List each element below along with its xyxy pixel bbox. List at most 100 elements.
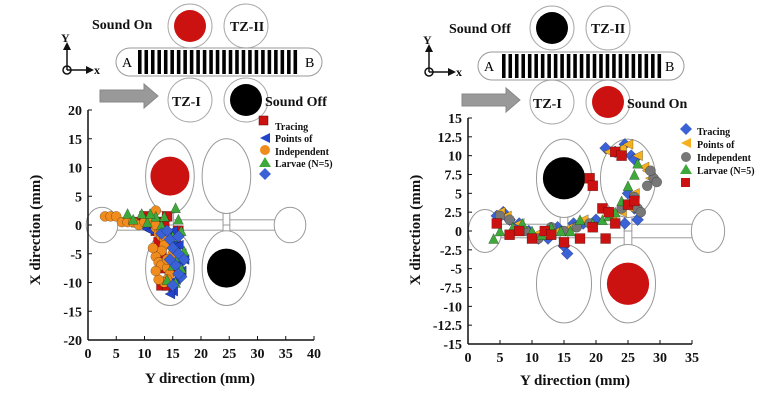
left-legend-line-2: Points of xyxy=(275,134,313,145)
x-tick-label: 15 xyxy=(166,347,180,362)
data-point-square xyxy=(587,221,599,233)
data-point-square xyxy=(526,233,538,244)
y-tick-label: 0 xyxy=(75,219,82,234)
data-point-square xyxy=(545,229,557,241)
y-tick-label: 5 xyxy=(75,190,82,205)
x-tick-label: 20 xyxy=(589,351,603,366)
left-direction-arrow xyxy=(99,82,159,110)
data-point-circle xyxy=(651,176,663,188)
right-legend-line-3: Independent xyxy=(697,153,752,164)
data-point-square xyxy=(574,233,586,244)
right-direction-arrow xyxy=(461,86,521,114)
stripe-bar xyxy=(651,54,655,78)
left-scatter-plot: 0 5 10 15 20 25 30 35 40 20 15 10 5 0 -5 -10 -15 -20 xyxy=(63,104,321,362)
stripe-bar xyxy=(560,54,564,78)
x-tick-label: 30 xyxy=(251,347,265,362)
right-legend-diamond-icon xyxy=(680,123,692,135)
stripe-bar xyxy=(573,54,577,78)
left-axis-x-glyph: x xyxy=(94,63,100,77)
x-tick-label: 35 xyxy=(685,351,699,366)
data-point-triangle-up xyxy=(555,225,567,237)
right-legend: Tracing Points of Independent Larvae (N=… xyxy=(680,123,755,187)
left-sound-bottom-label: Sound Off xyxy=(265,95,327,110)
x-tick-label: 20 xyxy=(194,347,208,362)
data-point-triangle-up xyxy=(564,225,576,237)
data-point-square xyxy=(609,218,621,229)
data-point-circle xyxy=(147,242,159,254)
right-end-b-label: B xyxy=(665,60,674,75)
data-point-square xyxy=(587,180,599,192)
stripe-bar xyxy=(540,54,545,78)
left-legend-triangle-up-icon xyxy=(259,157,271,167)
stripe-bar xyxy=(644,54,649,78)
stripe-bar xyxy=(170,50,174,74)
data-point-square xyxy=(558,237,570,248)
stripe-bar xyxy=(502,54,506,78)
x-tick-label: 40 xyxy=(307,347,321,362)
stripe-bar xyxy=(202,50,207,74)
right-end-a-label: A xyxy=(484,60,495,75)
stripe-bar xyxy=(605,54,610,78)
stripe-bar xyxy=(547,54,551,78)
stripe-bar xyxy=(280,50,285,74)
right-sound-top-label: Sound Off xyxy=(449,22,511,37)
data-point-circle xyxy=(150,265,162,277)
data-point-triangle-up xyxy=(494,225,506,237)
left-x-axis-title: Y direction (mm) xyxy=(145,371,255,387)
x-tick-label: 25 xyxy=(222,347,236,362)
data-point-square xyxy=(504,229,515,241)
y-tick-label: -5 xyxy=(70,248,82,263)
y-tick-label: 5 xyxy=(455,187,462,202)
left-legend-triangle-left-icon xyxy=(260,133,270,143)
data-point-triangle-up xyxy=(170,202,181,213)
data-point-circle xyxy=(645,165,656,176)
left-end-a-label: A xyxy=(122,56,133,71)
right-scatter-plot: 0 5 10 15 20 25 30 35 15 12.5 10 7.5 5 2.5 0 -2.5 -5 -7.5… xyxy=(433,112,726,366)
data-point-circle xyxy=(504,214,515,225)
stripe-bar xyxy=(267,50,272,74)
data-point-triangle-up xyxy=(127,213,139,225)
stripe-bar xyxy=(215,50,220,74)
x-tick-label: 0 xyxy=(465,351,472,366)
data-point-triangle-left xyxy=(632,150,643,162)
stripe-bar xyxy=(287,50,291,74)
left-bottom-sound-circle xyxy=(230,84,262,116)
left-legend-line-3: Independent xyxy=(275,147,330,158)
right-sound-bottom-label: Sound On xyxy=(627,97,688,112)
left-axis-glyph: Y x xyxy=(61,31,100,77)
y-tick-label: -7.5 xyxy=(440,282,462,297)
y-tick-label: -20 xyxy=(63,334,82,349)
y-tick-label: 10 xyxy=(448,150,462,165)
left-zone-top-label: TZ-II xyxy=(230,20,264,35)
y-tick-label: -5 xyxy=(450,263,462,278)
stripe-bar xyxy=(566,54,571,78)
stripe-bar xyxy=(579,54,584,78)
data-point-triangle-left xyxy=(616,142,627,154)
left-top-sound-circle xyxy=(174,10,206,42)
right-legend-circle-icon xyxy=(681,152,691,162)
stripe-bar xyxy=(176,50,181,74)
right-legend-line-2: Points of xyxy=(697,140,735,151)
y-tick-label: 7.5 xyxy=(445,169,463,184)
data-point-diamond xyxy=(560,247,574,260)
stripe-bar xyxy=(599,54,603,78)
stripe-bar xyxy=(521,54,526,78)
stripe-bar xyxy=(592,54,597,78)
data-point-triangle-left xyxy=(164,288,176,300)
stripe-bar xyxy=(138,50,142,74)
y-tick-label: -15 xyxy=(443,338,462,353)
data-point-diamond xyxy=(172,267,185,281)
y-tick-label: 0 xyxy=(455,225,462,240)
stripe-bar xyxy=(254,50,259,74)
x-tick-label: 15 xyxy=(557,351,571,366)
data-point-square xyxy=(600,233,611,244)
chamber-well xyxy=(201,138,252,214)
stripe-bar xyxy=(631,54,636,78)
chamber-end-b xyxy=(273,206,307,244)
left-stripe-pattern xyxy=(138,50,298,74)
right-bottom-sound-circle xyxy=(592,86,624,118)
left-legend-diamond-icon xyxy=(259,168,271,180)
left-schematic: Sound On TZ-II TZ-I Sound Off A B Y x xyxy=(61,3,327,123)
left-end-b-label: B xyxy=(305,56,314,71)
